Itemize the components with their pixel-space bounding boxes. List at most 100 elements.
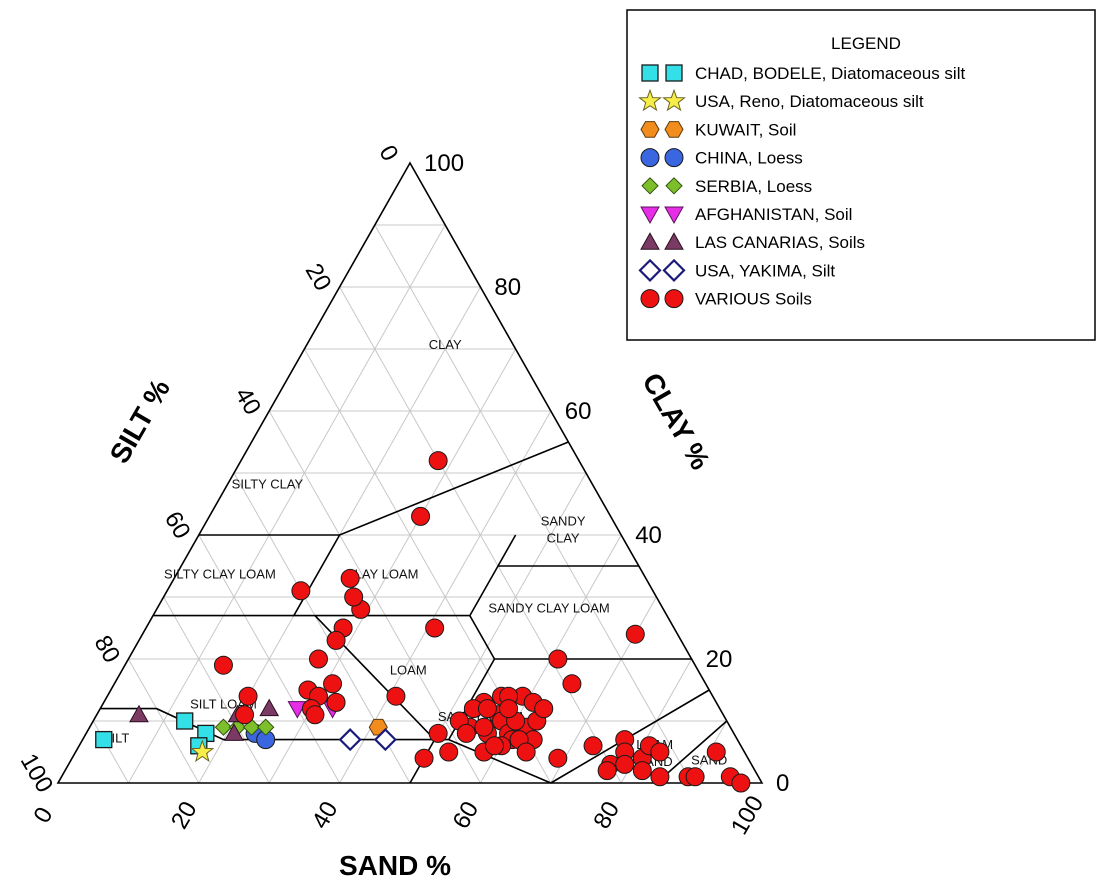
legend-item: LAS CANARIAS, Soils — [640, 232, 865, 252]
data-point — [583, 736, 603, 756]
tick-clay: 40 — [635, 522, 662, 549]
class-boundary — [469, 615, 692, 660]
tick-silt: 80 — [89, 631, 126, 668]
tick-sand: 100 — [726, 791, 769, 839]
data-point — [439, 742, 459, 762]
data-point — [214, 718, 233, 736]
data-point — [259, 698, 280, 717]
data-point — [340, 568, 360, 588]
grid-line — [374, 224, 693, 784]
legend-label: AFGHANISTAN, Soil — [695, 205, 852, 224]
legend-marker — [662, 258, 686, 282]
data-point — [190, 739, 215, 763]
legend-box — [626, 9, 1096, 341]
legend-label: CHINA, Loess — [695, 149, 803, 168]
tick-clay: 80 — [494, 274, 521, 301]
tick-clay: 60 — [565, 398, 592, 425]
region-label-clay: CLAY — [429, 337, 462, 352]
legend-label: VARIOUS Soils — [695, 290, 812, 309]
region-label-silty-clay-loam: SILTY CLAY LOAM — [164, 566, 276, 581]
data-point — [338, 728, 362, 752]
tick-silt: 100 — [15, 749, 58, 797]
data-point — [95, 730, 113, 749]
data-point — [326, 630, 346, 650]
tick-sand: 20 — [166, 797, 203, 834]
data-point — [238, 686, 258, 706]
data-point — [414, 748, 434, 768]
data-point — [235, 705, 255, 725]
data-point — [685, 767, 705, 787]
legend-marker — [640, 148, 660, 168]
axis-title-clay: CLAY % — [636, 368, 716, 475]
legend-marker — [640, 289, 660, 309]
legend-item: CHINA, Loess — [640, 148, 803, 168]
legend-item: SERBIA, Loess — [641, 177, 812, 196]
tick-sand: 0 — [28, 803, 58, 828]
legend-item: CHAD, BODELE, Diatomaceous silt — [641, 64, 965, 83]
legend-marker — [641, 64, 659, 82]
data-point — [129, 704, 149, 723]
legend-marker — [664, 232, 684, 250]
legend-marker — [664, 121, 684, 138]
data-point — [411, 506, 431, 526]
tick-silt: 0 — [373, 141, 403, 166]
region-label-silty-clay: SILTY CLAY — [232, 477, 304, 492]
legend-item: USA, YAKIMA, Silt — [638, 258, 835, 282]
legend-marker — [638, 258, 662, 282]
data-point — [597, 761, 617, 781]
data-point — [625, 624, 645, 644]
data-point — [650, 742, 670, 762]
grid-line — [198, 534, 341, 784]
data-point — [176, 712, 194, 730]
legend-label: CHAD, BODELE, Diatomaceous silt — [695, 64, 965, 83]
tick-silt: 40 — [229, 383, 266, 420]
region-label-loam: LOAM — [390, 663, 427, 678]
legend-marker — [641, 177, 659, 195]
legend-label: KUWAIT, Soil — [695, 120, 796, 139]
axis-title-sand: SAND % — [339, 850, 451, 881]
data-point — [323, 674, 343, 694]
triangle-frame — [56, 161, 764, 784]
legend-marker — [664, 148, 684, 168]
data-point — [373, 728, 397, 752]
legend-label: LAS CANARIAS, Soils — [695, 233, 865, 252]
region-label-sandy-clay-loam: SANDY CLAY LOAM — [488, 601, 609, 616]
legend-items: CHAD, BODELE, Diatomaceous silt USA, Reno… — [638, 64, 965, 309]
legend-marker — [638, 88, 662, 112]
data-point — [548, 748, 568, 768]
legend-marker — [664, 206, 684, 225]
legend-title: LEGEND — [831, 34, 901, 53]
data-point — [632, 761, 652, 781]
data-point — [213, 655, 233, 675]
tick-sand: 60 — [448, 797, 485, 834]
data-point — [308, 649, 328, 669]
data-point — [428, 723, 448, 743]
legend-marker — [665, 177, 683, 195]
legend-label: SERBIA, Loess — [695, 177, 812, 196]
data-point — [428, 451, 448, 471]
legend: LEGEND CHAD, BODELE, Diatomaceous silt US… — [626, 9, 1096, 341]
legend-item: VARIOUS Soils — [640, 289, 812, 309]
texture-class-boundaries — [100, 441, 728, 784]
data-point — [256, 718, 275, 736]
data-point — [516, 742, 536, 762]
data-point — [386, 686, 406, 706]
grid-line — [127, 224, 446, 784]
legend-marker — [640, 232, 660, 250]
region-label-sandy-clay: SANDY CLAY — [541, 514, 586, 546]
legend-item: KUWAIT, Soil — [640, 120, 796, 139]
data-point — [474, 717, 494, 737]
tick-clay: 0 — [776, 770, 789, 797]
legend-marker — [662, 88, 686, 112]
data-point — [706, 742, 726, 762]
tick-sand: 40 — [307, 797, 344, 834]
data-point — [548, 649, 568, 669]
legend-item: USA, Reno, Diatomaceous silt — [638, 88, 924, 112]
legend-item: AFGHANISTAN, Soil — [640, 205, 852, 225]
tick-sand: 80 — [588, 797, 625, 834]
class-boundary — [497, 534, 517, 567]
legend-label: USA, Reno, Diatomaceous silt — [695, 92, 924, 111]
data-point — [477, 699, 497, 719]
data-point — [291, 581, 311, 601]
